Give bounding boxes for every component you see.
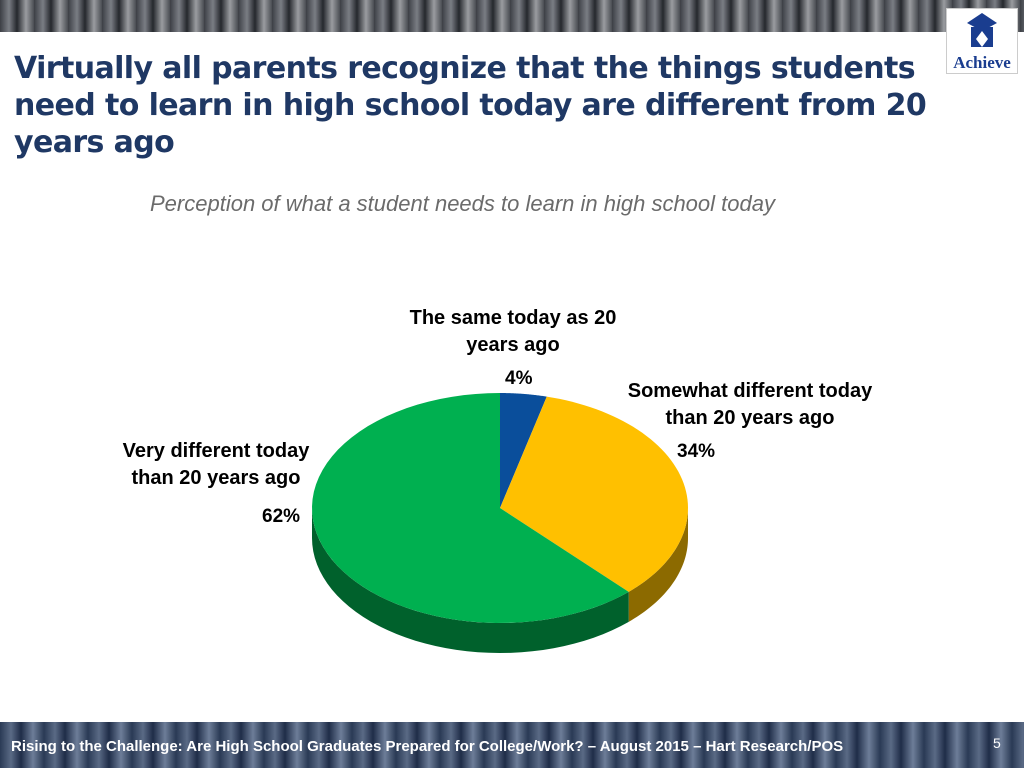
logo-icon [967,13,997,47]
category-label: Somewhat different today than 20 years a… [627,380,873,429]
logo-text: Achieve [953,53,1011,72]
category-label: The same today as 20 years ago [409,307,617,356]
page-number: 5 [993,735,1001,751]
footer-text: Rising to the Challenge: Are High School… [11,738,844,755]
value-label: 4% [505,368,533,389]
value-label: 62% [262,506,301,527]
footer-banner [0,722,1024,768]
category-label: Very different today than 20 years ago [122,440,310,489]
value-label: 34% [677,441,716,462]
chart-subtitle: Perception of what a student needs to le… [150,191,775,216]
logo: Achieve [946,8,1018,74]
slice-side [628,508,688,622]
slice [312,393,629,623]
photo-banner [0,0,1024,32]
slide-title: Virtually all parents recognize that the… [14,51,927,160]
slice-side [312,508,629,653]
slice [500,396,688,592]
slice [500,393,547,508]
